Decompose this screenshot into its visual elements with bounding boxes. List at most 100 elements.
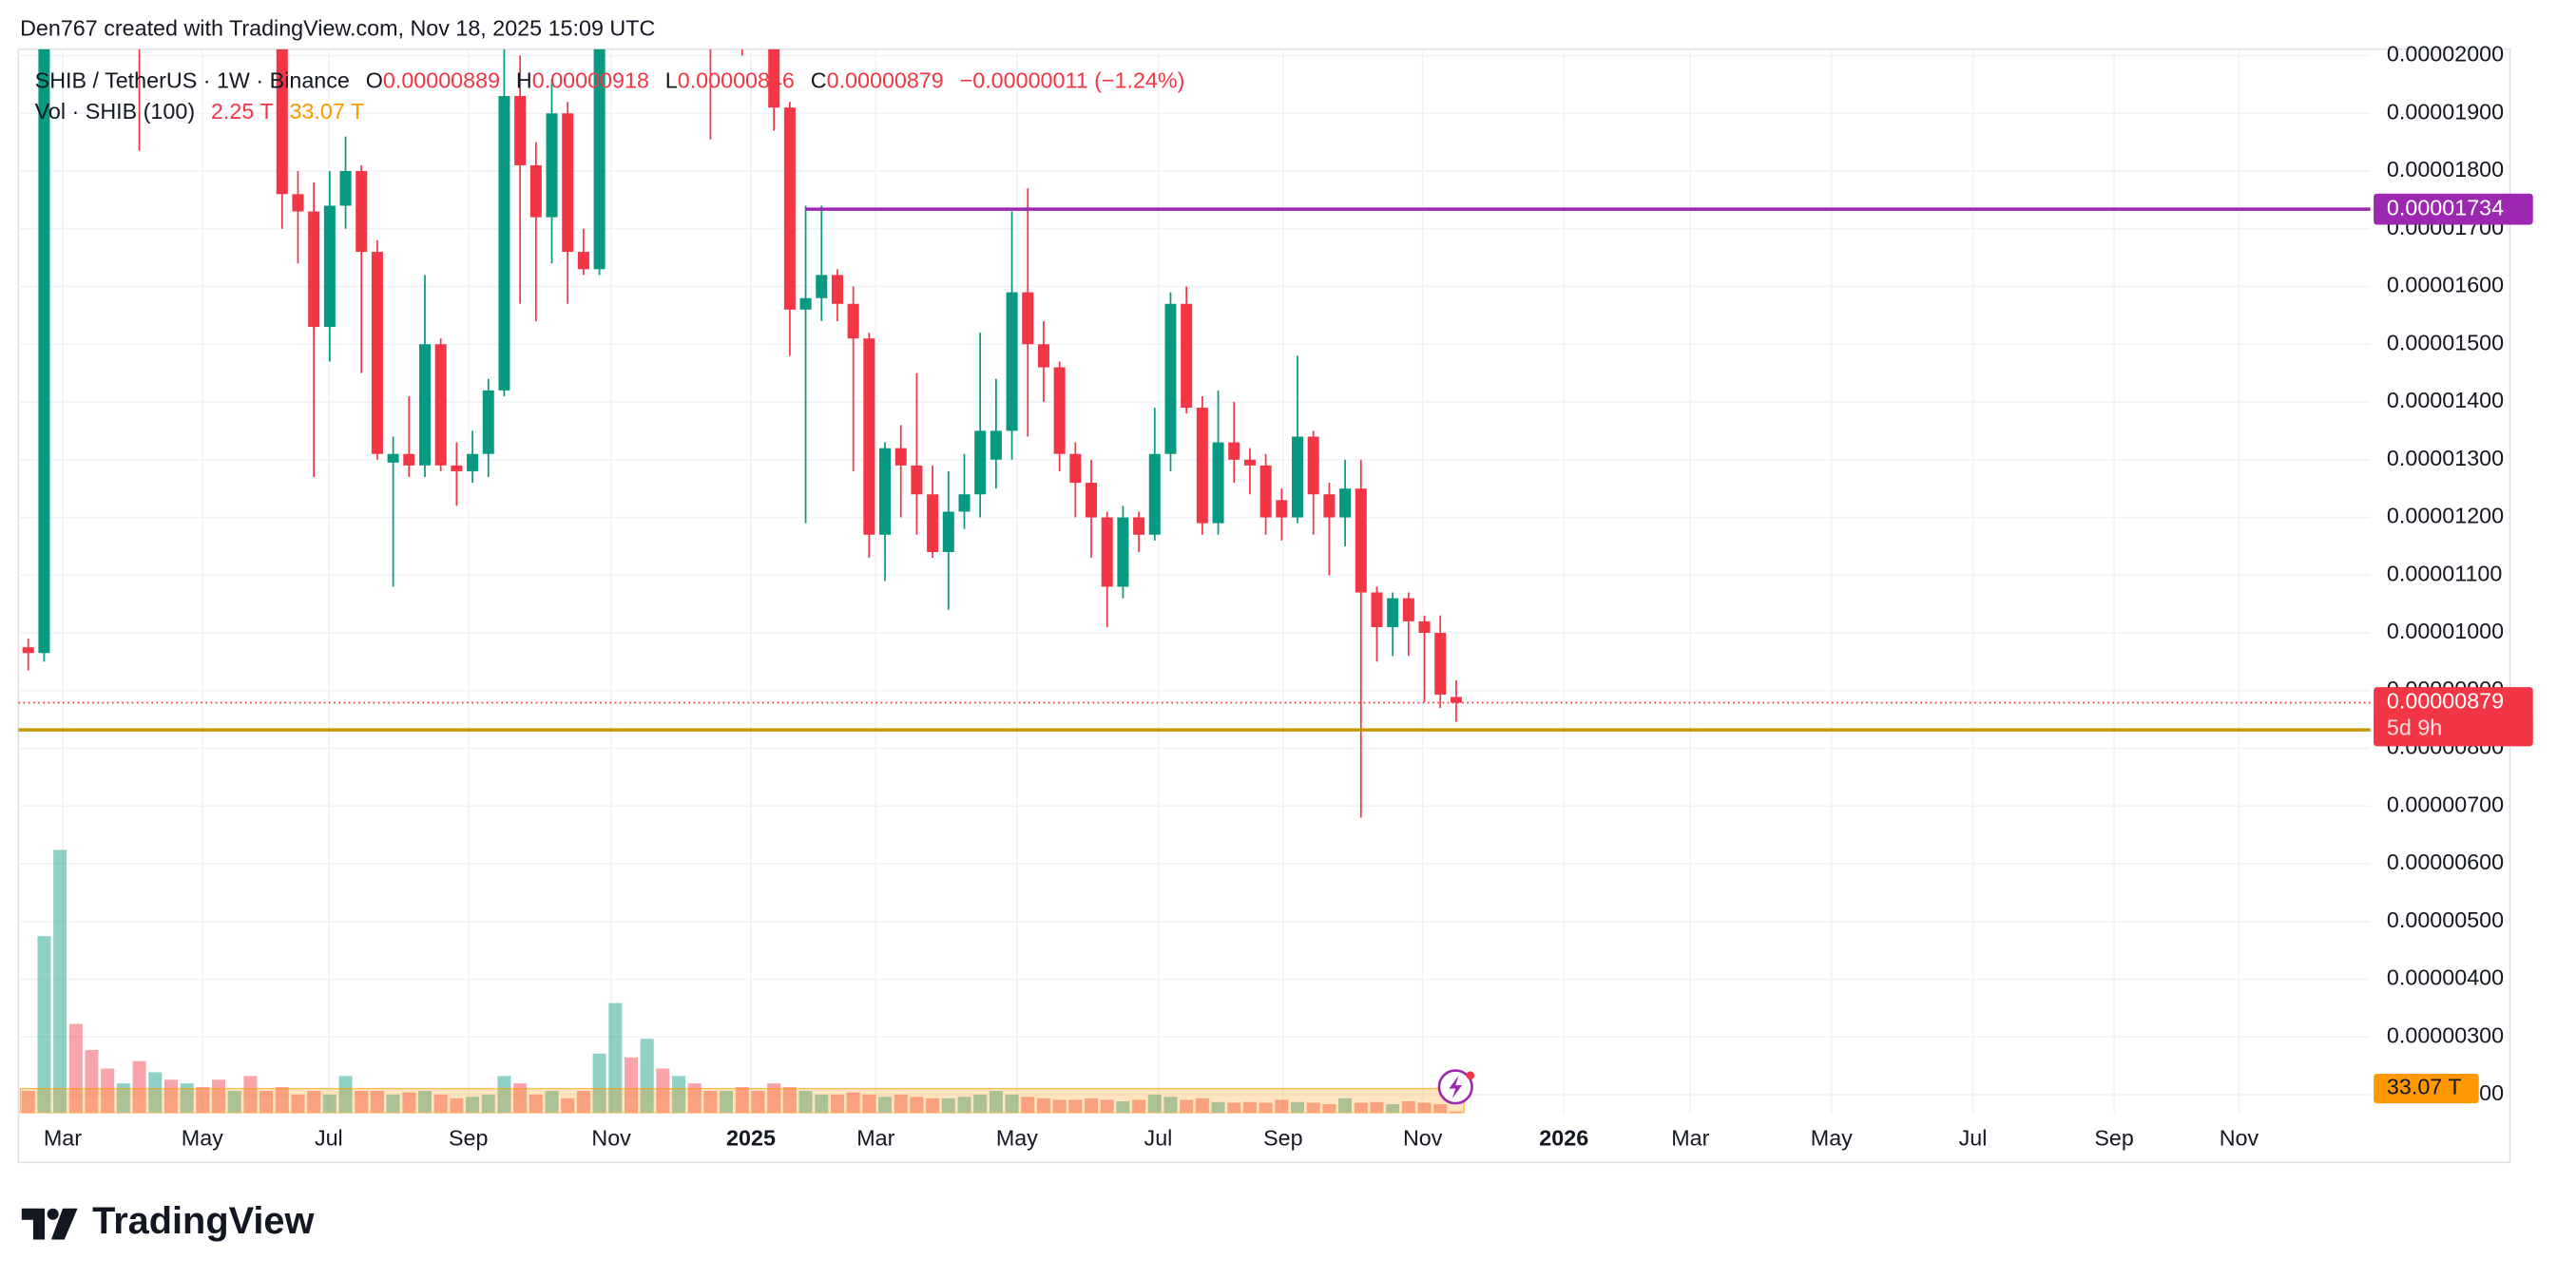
- candle-body: [434, 344, 447, 466]
- volume-last: 2.25 T: [211, 99, 274, 124]
- volume-bar: [989, 1090, 1003, 1114]
- candle-body: [958, 494, 971, 512]
- y-tick-label: 0.00000700: [2387, 792, 2504, 816]
- ohlc-value: 0.00000918: [532, 68, 649, 93]
- volume-bar: [1275, 1099, 1289, 1114]
- candle-body: [1371, 592, 1383, 627]
- volume-bar: [1227, 1102, 1241, 1114]
- candle-body: [768, 48, 780, 108]
- volume-name: Vol · SHIB (100): [35, 99, 195, 124]
- countdown-label: 5d 9h: [2387, 715, 2442, 739]
- volume-bar: [1085, 1098, 1099, 1114]
- last-price-tag: [2374, 687, 2533, 747]
- volume-bar: [878, 1097, 893, 1114]
- volume-bar: [782, 1087, 797, 1114]
- y-tick-label: 0.00001100: [2387, 561, 2502, 585]
- volume-pane: [19, 849, 1465, 1114]
- candle-body: [546, 113, 558, 218]
- candle-body: [1148, 453, 1161, 535]
- candle-body: [482, 390, 494, 454]
- volume-bar: [101, 1068, 115, 1114]
- volume-bar: [180, 1083, 194, 1114]
- volume-bar: [466, 1097, 480, 1114]
- candle-body: [276, 48, 288, 195]
- brand: TradingView: [92, 1200, 314, 1242]
- level-tag: [2374, 193, 2533, 225]
- volume-bar: [1386, 1104, 1400, 1114]
- candle-body: [1276, 500, 1288, 518]
- candle-body: [1243, 459, 1256, 466]
- candle-body: [783, 107, 796, 310]
- x-tick-label: Sep: [2094, 1125, 2133, 1150]
- volume-bar: [1259, 1102, 1273, 1114]
- candle-body: [308, 211, 320, 328]
- volume-bar: [291, 1094, 305, 1114]
- volume-bar: [1116, 1100, 1130, 1114]
- y-tick-label: 0.00001400: [2387, 388, 2504, 412]
- candle-body: [1196, 408, 1208, 524]
- x-tick-label: Nov: [1403, 1125, 1443, 1150]
- volume-bar: [735, 1087, 749, 1114]
- candle-body: [1086, 483, 1098, 518]
- candle-body: [1355, 488, 1367, 593]
- volume-bar: [21, 1090, 35, 1114]
- y-tick-label: 0.00001000: [2387, 619, 2504, 643]
- y-tick-label: 0.00001800: [2387, 157, 2504, 181]
- x-tick-label: 2026: [1539, 1125, 1588, 1150]
- volume-bar: [703, 1090, 718, 1114]
- x-tick-label: Jul: [1959, 1125, 1988, 1150]
- volume-bar: [751, 1090, 765, 1114]
- candle-body: [974, 430, 987, 495]
- change: −0.00000011 (−1.24%): [960, 68, 1185, 93]
- x-tick-label: Mar: [856, 1125, 894, 1150]
- y-tick-label: 0.00001300: [2387, 446, 2504, 470]
- candle-body: [1212, 442, 1224, 524]
- y-tick-label: 0.00001200: [2387, 504, 2504, 528]
- volume-bar: [307, 1090, 321, 1114]
- y-tick-label: 0.00000300: [2387, 1022, 2504, 1047]
- x-tick-label: Jul: [1144, 1125, 1173, 1150]
- y-tick-label: 0.00000500: [2387, 907, 2504, 932]
- volume-bar: [1354, 1102, 1368, 1114]
- volume-bar: [355, 1090, 369, 1114]
- legend-row: SHIB / TetherUS · 1W · Binance O0.000008…: [35, 68, 1185, 93]
- candle-body: [577, 252, 589, 270]
- volume-bar: [894, 1094, 908, 1114]
- candle-body: [562, 113, 574, 253]
- symbol: SHIB / TetherUS · 1W · Binance: [35, 68, 350, 93]
- candle-body: [1323, 494, 1336, 518]
- x-tick-label: Mar: [44, 1125, 82, 1150]
- volume-bar: [243, 1076, 258, 1114]
- volume-bar: [1401, 1100, 1415, 1114]
- candle-body: [1181, 303, 1193, 409]
- volume-bar: [1322, 1104, 1336, 1114]
- candle-body: [339, 171, 352, 206]
- candle-body: [514, 96, 527, 165]
- candle-body: [1291, 436, 1304, 518]
- volume-ma: 33.07 T: [289, 99, 364, 124]
- volume-bar: [433, 1094, 448, 1114]
- volume-bar: [148, 1072, 163, 1114]
- volume-bar: [815, 1094, 829, 1114]
- volume-ma-tag: [2374, 1074, 2479, 1104]
- candle-body: [593, 48, 606, 270]
- candle-body: [831, 275, 843, 304]
- volume-bar: [1449, 1111, 1463, 1114]
- volume-ma-band: [19, 1087, 1465, 1114]
- candle-body: [387, 453, 399, 463]
- volume-bar: [608, 1002, 623, 1114]
- x-tick-label: Sep: [449, 1125, 488, 1150]
- volume-bar: [402, 1092, 416, 1114]
- x-tick-label: May: [1811, 1125, 1853, 1150]
- volume-ma-tag-label: 33.07 T: [2387, 1075, 2462, 1099]
- volume-bar: [561, 1098, 575, 1114]
- candle-body: [1402, 598, 1414, 621]
- last-price-label: 0.00000879: [2387, 689, 2504, 714]
- volume-bar: [957, 1097, 971, 1114]
- volume-bar: [1068, 1099, 1083, 1114]
- candle-body: [371, 252, 383, 454]
- candle-body: [1037, 344, 1049, 368]
- volume-bar: [640, 1039, 654, 1114]
- candle-body: [894, 448, 907, 466]
